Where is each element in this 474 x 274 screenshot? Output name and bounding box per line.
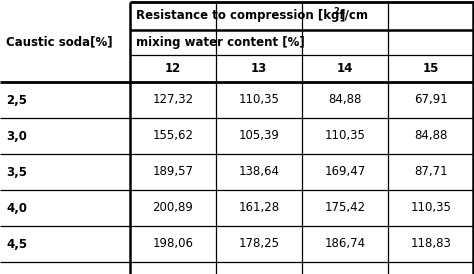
Text: 155,62: 155,62 [153,130,193,142]
Text: Resistance to compression [kgf/cm: Resistance to compression [kgf/cm [136,10,368,22]
Text: 110,35: 110,35 [410,201,451,215]
Text: 87,71: 87,71 [414,165,448,178]
Text: 189,57: 189,57 [153,165,193,178]
Text: 84,88: 84,88 [328,93,362,107]
Text: 4,5: 4,5 [6,238,27,250]
Text: 130,16: 130,16 [410,273,452,274]
Text: 186,74: 186,74 [324,238,365,250]
Text: 2,5: 2,5 [6,93,27,107]
Text: 198,06: 198,06 [153,238,193,250]
Text: mixing water content [%]: mixing water content [%] [136,36,305,49]
Text: 67,91: 67,91 [414,93,448,107]
Text: Caustic soda[%]: Caustic soda[%] [6,36,113,48]
Text: 13: 13 [251,62,267,75]
Text: 3,0: 3,0 [6,130,27,142]
Text: 127,32: 127,32 [153,93,193,107]
Text: 138,64: 138,64 [238,165,280,178]
Text: 118,83: 118,83 [410,238,451,250]
Text: 161,28: 161,28 [238,201,280,215]
Text: 15: 15 [423,62,439,75]
Text: 110,35: 110,35 [238,93,280,107]
Text: 200,38: 200,38 [325,273,365,274]
Text: 2: 2 [333,7,339,16]
Text: 4,0: 4,0 [6,201,27,215]
Text: ]: ] [339,10,345,22]
Text: 12: 12 [165,62,181,75]
Text: 105,39: 105,39 [238,130,280,142]
Text: 175,42: 175,42 [324,201,365,215]
Text: 203,72: 203,72 [153,273,193,274]
Text: 84,88: 84,88 [414,130,447,142]
Text: 180,59: 180,59 [238,273,280,274]
Text: 14: 14 [337,62,353,75]
Text: 169,47: 169,47 [324,165,365,178]
Text: 178,25: 178,25 [238,238,280,250]
Text: 110,35: 110,35 [325,130,365,142]
Text: 5,0: 5,0 [6,273,27,274]
Text: 200,89: 200,89 [153,201,193,215]
Text: 3,5: 3,5 [6,165,27,178]
